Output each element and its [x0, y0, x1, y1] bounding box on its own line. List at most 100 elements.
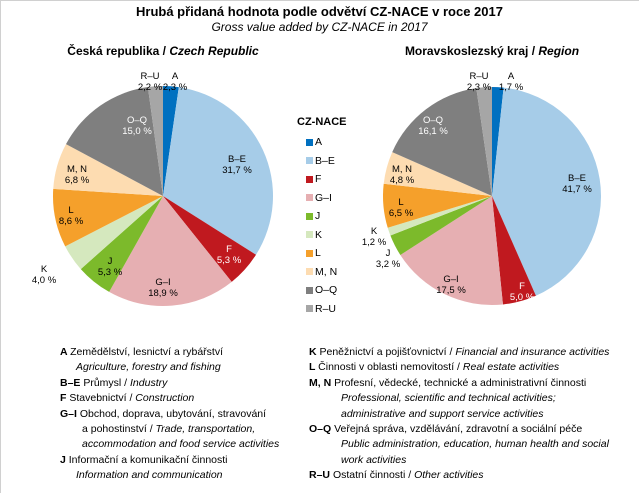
legend-item: J	[297, 207, 347, 226]
note-line: a pohostinství / Trade, transportation,	[60, 422, 279, 437]
note-line: administrative and support service activ…	[309, 407, 609, 422]
note-text-cz: Informační a komunikační činnosti	[68, 453, 228, 466]
note-line: Public administration, education, human …	[309, 437, 609, 452]
note-code: R–U	[309, 469, 333, 482]
pie-charts: A2,3 %B–E31,7 %F5,3 %G–I18,9 %J5,3 %K4,0…	[32, 71, 602, 307]
note-text-cz: Stavebnictví /	[69, 392, 136, 405]
note-code: B–E	[60, 376, 84, 389]
note-text-en: Trade, transportation,	[155, 423, 256, 436]
chart-subtitle: Gross value added by CZ-NACE in 2017	[211, 20, 428, 34]
legend-item: G–I	[297, 189, 347, 208]
pie-slice-l	[383, 183, 492, 228]
note-code: M, N	[309, 376, 335, 389]
note-code: A	[60, 346, 71, 358]
pie-slice-j	[390, 196, 492, 255]
note-line: J Informační a komunikační činnosti	[60, 453, 279, 468]
legend-item: F	[297, 170, 347, 189]
note-text-en: Financial and insurance activities	[455, 346, 610, 358]
pie-slice-r-u	[476, 87, 492, 196]
legend-title: CZ-NACE	[297, 116, 347, 128]
slice-category-label: M, N	[67, 164, 87, 175]
note-line: Information and communication	[60, 468, 279, 483]
slice-value-label: 2,3 %	[467, 82, 492, 93]
slice-category-label: O–Q	[423, 115, 443, 126]
note-code: G–I	[60, 407, 80, 420]
slice-category-label: K	[41, 264, 48, 275]
note-text-en: Industry	[130, 376, 168, 389]
note-text-en: accommodation and food service activitie…	[82, 438, 280, 451]
slice-category-label: A	[172, 71, 179, 82]
legend: CZ-NACE A B–E F G–I J K L M, N O–Q R–U	[297, 116, 347, 318]
legend-label: O–Q	[315, 284, 338, 297]
pie-title-en: Czech Republic	[169, 44, 259, 58]
slice-category-label: R–U	[140, 71, 159, 82]
legend-item: K	[297, 226, 347, 245]
pie-slice-f	[163, 196, 256, 282]
note-line: O–Q Veřejná správa, vzdělávání, zdravotn…	[309, 422, 609, 437]
note-line: B–E Průmysl / Industry	[60, 376, 279, 391]
slice-value-label: 4,0 %	[32, 275, 57, 286]
slice-value-label: 5,3 %	[98, 267, 123, 278]
legend-swatch	[306, 212, 313, 220]
slice-category-label: B–E	[568, 173, 586, 184]
note-text-en: Construction	[135, 392, 195, 405]
legend-item: L	[297, 244, 347, 263]
legend-swatch	[306, 175, 313, 183]
pie-title-czech-republic: Česká republika / Czech Republic	[67, 44, 259, 58]
slice-category-label: G–I	[155, 277, 170, 288]
legend-swatch	[306, 305, 313, 313]
note-line: Professional, scientific and technical a…	[309, 391, 609, 406]
note-code: O–Q	[309, 423, 335, 436]
note-code: L	[309, 361, 319, 374]
note-text-cz: Zemědělství, lesnictví a rybářství	[70, 346, 224, 358]
pie-slice-a	[163, 86, 179, 196]
pie-slice-o-q	[392, 88, 492, 196]
pie-region: A1,7 % B–E41,7 % F5,0 % G–I17,5 % J3,2 % K1,2…	[362, 71, 602, 305]
pie-title-cz: Česká republika	[67, 44, 160, 58]
note-line: K Peněžnictví a pojišťovnictví / Financi…	[309, 345, 609, 360]
note-line: L Činnosti v oblasti nemovitostí / Real …	[309, 360, 609, 375]
legend-label: J	[315, 210, 321, 223]
note-line: F Stavebnictví / Construction	[60, 391, 279, 406]
note-text-cz: Profesní, vědecké, technické a administr…	[334, 376, 587, 389]
note-text-en: Other activities	[414, 469, 484, 482]
note-text-en: Public administration, education, human …	[341, 438, 609, 451]
chart-title: Hrubá přidaná hodnota podle odvětví CZ-N…	[136, 4, 503, 19]
note-code: F	[60, 392, 70, 405]
note-line: work activities	[309, 453, 609, 468]
slice-value-label: 6,5 %	[389, 208, 414, 219]
pie-slice-k	[387, 196, 492, 236]
notes-right: K Peněžnictví a pojišťovnictví / Financi…	[309, 345, 609, 484]
legend-swatch	[306, 157, 313, 165]
note-text-en: administrative and support service activ…	[341, 407, 544, 420]
note-code: J	[60, 453, 69, 466]
pie-slice-o-q	[66, 87, 163, 196]
legend-swatch	[306, 286, 313, 294]
note-line: G–I Obchod, doprava, ubytování, stravová…	[60, 407, 279, 422]
slice-value-label: 18,9 %	[148, 288, 178, 299]
legend-item: M, N	[297, 263, 347, 282]
legend-item: B–E	[297, 152, 347, 171]
slice-category-label: L	[398, 197, 403, 208]
legend-label: R–U	[315, 302, 337, 315]
notes-left: A Zemědělství, lesnictví a rybářství Agri…	[60, 345, 279, 484]
slice-value-label: 5,0 %	[510, 292, 535, 303]
pie-slice-b-e	[492, 87, 602, 296]
legend-swatch	[306, 138, 313, 146]
note-text-en: work activities	[341, 453, 407, 466]
slice-category-label: F	[226, 244, 232, 255]
note-text-cz: Obchod, doprava, ubytování, stravování	[79, 407, 267, 420]
note-line: Agriculture, forestry and fishing	[60, 360, 279, 375]
slice-value-label: 3,2 %	[376, 259, 401, 270]
slice-category-label: G–I	[443, 274, 458, 285]
slice-category-label: J	[108, 256, 113, 267]
slice-value-label: 2,3 %	[163, 82, 188, 93]
legend-label: G–I	[315, 191, 332, 204]
slice-category-label: O–Q	[127, 115, 147, 126]
slice-value-label: 41,7 %	[562, 184, 592, 195]
legend-label: K	[315, 228, 323, 241]
pie-slice-m-n	[53, 144, 164, 196]
note-text-cz: Veřejná správa, vzdělávání, zdravotní a …	[334, 423, 583, 436]
legend-swatch	[306, 231, 313, 239]
legend-label: M, N	[315, 265, 338, 278]
